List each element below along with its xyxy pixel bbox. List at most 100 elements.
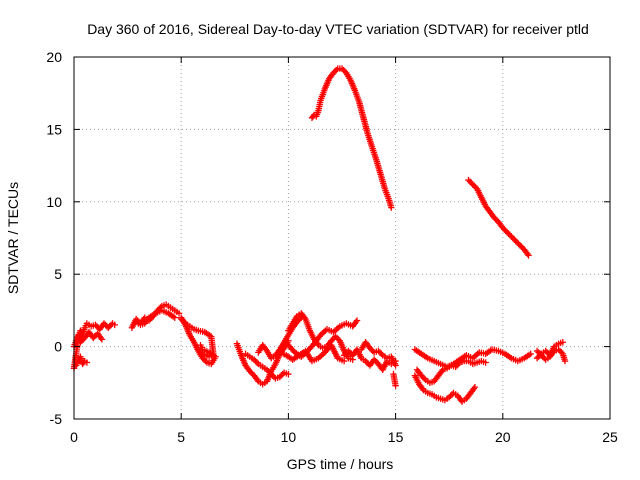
data-point (265, 368, 272, 375)
data-point (556, 347, 564, 355)
series (242, 350, 292, 382)
data-point (352, 318, 360, 326)
data-point (491, 214, 498, 221)
data-point (542, 347, 549, 355)
data-point (250, 356, 258, 363)
data-point (333, 66, 340, 74)
grid (74, 57, 610, 419)
data-points (70, 65, 569, 405)
data-point (469, 181, 476, 188)
data-point (338, 65, 346, 72)
series (411, 346, 534, 371)
data-point (482, 359, 489, 366)
data-point (366, 344, 374, 352)
data-point (392, 382, 399, 389)
data-point (369, 347, 376, 355)
data-point (285, 370, 292, 378)
data-point (561, 357, 569, 365)
data-point (353, 317, 361, 324)
data-point (527, 350, 534, 358)
data-point (512, 237, 519, 245)
x-tick-label: 15 (388, 429, 404, 445)
data-point (200, 356, 208, 363)
data-point (503, 229, 511, 236)
x-tick-label: 5 (177, 429, 185, 445)
y-tick-label: 10 (46, 194, 62, 210)
data-point (446, 394, 453, 401)
data-point (248, 369, 255, 376)
data-point (340, 352, 348, 359)
data-point (269, 372, 276, 379)
data-point (333, 334, 341, 342)
series (276, 341, 348, 365)
data-point (558, 349, 565, 356)
x-tick-label: 0 (70, 429, 78, 445)
data-point (252, 357, 259, 365)
data-point (332, 333, 339, 340)
data-point (278, 372, 285, 379)
y-tick-label: 15 (46, 121, 62, 137)
data-point (106, 323, 113, 330)
data-point (345, 347, 352, 355)
series (255, 314, 305, 362)
x-axis-label: GPS time / hours (287, 456, 394, 472)
data-point (368, 346, 375, 353)
data-point (376, 349, 384, 356)
data-point (418, 372, 425, 379)
data-point (420, 375, 428, 382)
series (411, 372, 479, 405)
data-point (388, 204, 395, 211)
series (132, 307, 178, 329)
y-tick-label: -5 (50, 411, 63, 427)
data-point (468, 179, 475, 187)
series (308, 65, 395, 211)
data-point (92, 321, 99, 329)
data-point (518, 243, 525, 250)
data-point (78, 337, 86, 345)
series (358, 339, 399, 369)
x-tick-label: 25 (602, 429, 618, 445)
series (70, 328, 106, 350)
data-point (279, 370, 286, 378)
data-point (83, 359, 91, 366)
data-point (90, 334, 97, 342)
data-point (438, 368, 445, 375)
data-point (296, 315, 304, 323)
data-point (157, 304, 164, 311)
data-point (525, 252, 532, 259)
data-point (111, 321, 118, 329)
data-point (341, 68, 349, 75)
data-point (202, 357, 209, 365)
data-point (301, 314, 308, 321)
data-point (362, 357, 369, 365)
data-point (340, 66, 347, 74)
data-point (253, 359, 261, 366)
data-point (515, 240, 522, 247)
data-point (492, 215, 499, 223)
data-point (375, 347, 382, 355)
data-point (246, 368, 254, 375)
data-point (171, 314, 178, 321)
data-point (471, 383, 479, 391)
data-point (331, 68, 339, 75)
data-point (329, 336, 336, 343)
data-point (268, 370, 275, 378)
data-point (276, 373, 284, 381)
data-point (536, 352, 544, 359)
series (465, 176, 532, 259)
data-point (342, 350, 349, 358)
y-tick-label: 0 (54, 339, 62, 355)
data-point (102, 321, 109, 329)
data-point (372, 357, 379, 365)
series (390, 370, 399, 389)
data-point (330, 69, 337, 77)
data-point (505, 230, 512, 237)
data-point (419, 373, 426, 381)
data-point (97, 334, 104, 342)
data-point (511, 236, 518, 243)
data-point (197, 341, 204, 349)
series (340, 346, 399, 373)
data-point (466, 178, 474, 185)
data-point (105, 324, 112, 331)
data-point (465, 176, 472, 184)
